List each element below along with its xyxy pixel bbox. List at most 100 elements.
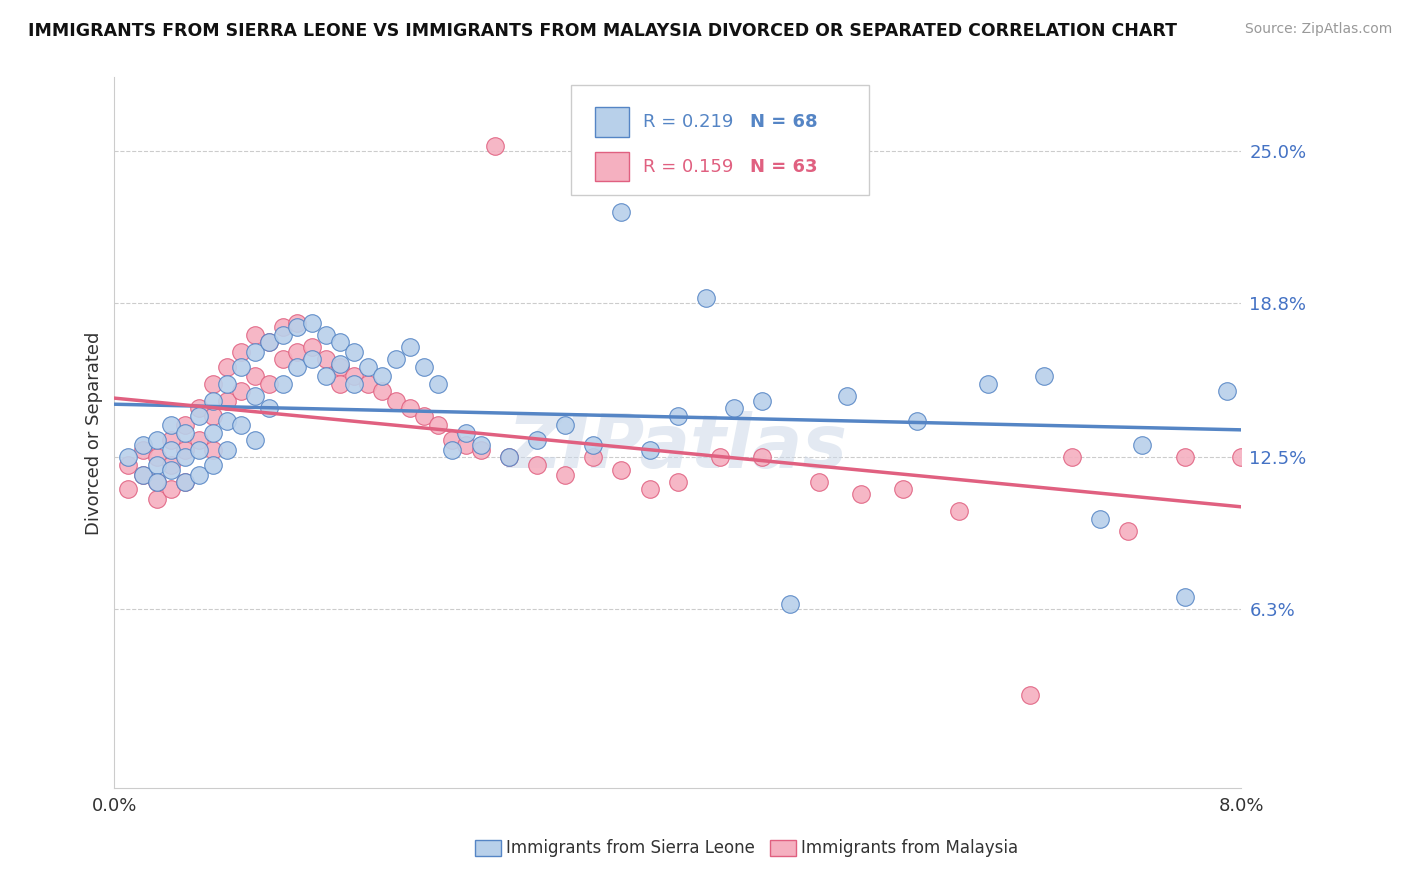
Point (245, 345, 267, 359)
Point (343, 345, 366, 359)
Point (329, 376, 352, 391)
Point (1090, 511, 1112, 525)
Point (301, 340, 323, 354)
Text: ZIPatlas: ZIPatlas (508, 410, 848, 483)
Point (159, 482, 181, 496)
Point (117, 482, 139, 496)
Point (231, 345, 253, 359)
Point (329, 357, 352, 371)
Point (145, 458, 167, 472)
FancyBboxPatch shape (596, 107, 630, 137)
Point (273, 327, 295, 342)
Point (273, 352, 295, 367)
Point (1018, 688, 1040, 702)
Point (456, 438, 478, 452)
Point (371, 384, 394, 399)
Point (187, 409, 209, 423)
Point (835, 389, 858, 403)
Point (1216, 384, 1239, 399)
Point (187, 433, 209, 447)
Text: Source: ZipAtlas.com: Source: ZipAtlas.com (1244, 22, 1392, 37)
Point (201, 425, 224, 440)
Point (385, 394, 408, 409)
Point (905, 414, 928, 428)
Point (1118, 524, 1140, 538)
Point (273, 320, 295, 334)
Point (807, 475, 830, 489)
Point (259, 335, 281, 350)
Point (315, 352, 337, 367)
Point (610, 205, 633, 219)
Point (173, 475, 195, 489)
Point (173, 425, 195, 440)
Point (173, 418, 195, 433)
Point (217, 359, 239, 374)
Point (287, 316, 309, 330)
Point (427, 418, 450, 433)
Point (709, 450, 731, 465)
Point (1174, 450, 1197, 465)
FancyBboxPatch shape (571, 85, 869, 194)
Text: Immigrants from Sierra Leone: Immigrants from Sierra Leone (506, 839, 755, 857)
Point (159, 418, 181, 433)
Point (287, 345, 309, 359)
Point (287, 359, 309, 374)
Point (117, 450, 139, 465)
Point (201, 442, 224, 457)
Point (976, 376, 998, 391)
Point (273, 376, 295, 391)
Point (470, 438, 492, 452)
Point (131, 438, 153, 452)
Point (145, 450, 167, 465)
Point (849, 487, 872, 501)
Point (1132, 438, 1154, 452)
Text: N = 68: N = 68 (749, 113, 817, 131)
Point (666, 475, 689, 489)
Point (301, 316, 323, 330)
Point (441, 433, 464, 447)
Point (187, 401, 209, 416)
Point (399, 340, 422, 354)
Point (245, 369, 267, 384)
Point (287, 320, 309, 334)
Point (231, 359, 253, 374)
Point (357, 376, 380, 391)
Point (343, 376, 366, 391)
Point (315, 369, 337, 384)
Y-axis label: Divorced or Separated: Divorced or Separated (86, 331, 103, 534)
Point (554, 418, 576, 433)
Point (131, 467, 153, 482)
Point (484, 139, 506, 153)
Point (245, 433, 267, 447)
Point (779, 598, 801, 612)
Point (357, 359, 380, 374)
Point (441, 442, 464, 457)
Point (301, 352, 323, 367)
Point (315, 327, 337, 342)
Point (610, 462, 633, 476)
Text: R = 0.159: R = 0.159 (643, 158, 733, 176)
Point (695, 291, 717, 305)
Point (173, 450, 195, 465)
Point (582, 450, 605, 465)
Point (159, 442, 181, 457)
Point (427, 376, 450, 391)
Text: Immigrants from Malaysia: Immigrants from Malaysia (801, 839, 1018, 857)
Point (498, 450, 520, 465)
Point (413, 359, 436, 374)
Point (343, 369, 366, 384)
Point (217, 394, 239, 409)
Point (526, 433, 548, 447)
Text: R = 0.219: R = 0.219 (643, 113, 733, 131)
FancyBboxPatch shape (596, 152, 630, 181)
Point (259, 376, 281, 391)
Point (159, 458, 181, 472)
Point (187, 442, 209, 457)
Point (231, 384, 253, 399)
Point (245, 327, 267, 342)
Point (259, 335, 281, 350)
Point (666, 409, 689, 423)
Point (145, 475, 167, 489)
Point (201, 376, 224, 391)
Point (145, 433, 167, 447)
